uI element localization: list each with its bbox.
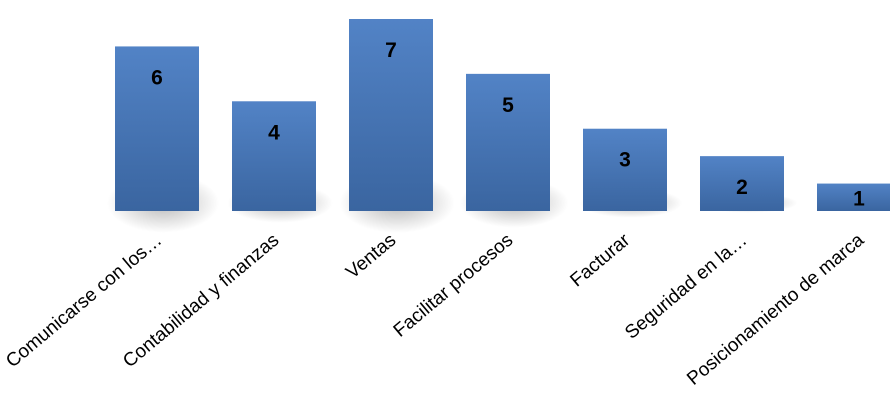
category-labels: Comunicarse con los…Contabilidad y finan…: [2, 229, 868, 389]
category-label: Ventas: [342, 230, 400, 283]
bar-value-label: 6: [151, 66, 163, 89]
bar: [115, 46, 199, 211]
bar: [700, 156, 784, 211]
bar: [466, 73, 550, 211]
value-labels: 6 4 7 5 3 2 1: [151, 39, 865, 210]
bar-value-label: 3: [619, 149, 631, 172]
bar-value-label: 2: [736, 176, 748, 199]
bar-value-label: 5: [502, 94, 514, 117]
bar: [349, 19, 433, 211]
bar-value-label: 7: [385, 39, 397, 62]
bar: [817, 183, 890, 211]
bar: [583, 128, 667, 211]
bars: [115, 19, 890, 211]
category-label: Seguridad en la…: [621, 230, 751, 344]
bar: [232, 101, 316, 211]
bar-value-label: 4: [268, 121, 280, 144]
category-label: Facilitar procesos: [390, 230, 518, 342]
bar-value-label: 1: [853, 187, 865, 210]
category-label: Facturar: [567, 229, 635, 291]
